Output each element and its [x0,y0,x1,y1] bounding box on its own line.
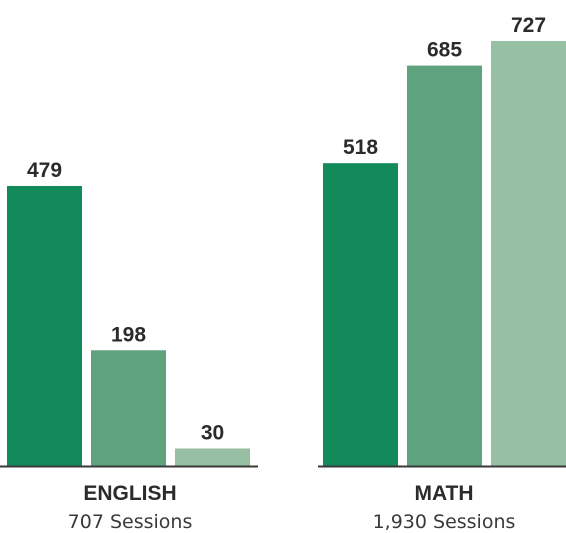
english-bar-3 [175,448,250,466]
math-value-label-1: 518 [343,136,378,159]
math-bar-1 [323,163,398,467]
math-sessions-label: 1,930 Sessions [373,511,516,533]
english-bar-1 [7,185,82,466]
bars-layer [7,41,566,467]
math-value-label-3: 727 [511,14,546,37]
english-sessions-label: 707 Sessions [68,511,193,533]
math-bar-3 [491,41,566,466]
math-value-label-2: 685 [427,39,462,62]
english-value-label-2: 198 [111,323,146,346]
math-category-label: MATH [414,482,473,505]
english-bar-2 [91,350,166,466]
english-value-label-1: 479 [27,159,62,182]
english-category-label: ENGLISH [83,482,176,505]
math-bar-2 [407,65,482,467]
english-value-label-3: 30 [201,421,224,444]
labels-layer: 479 198 30 ENGLISH 707 Sessions 518 685 727 MATH… [27,14,546,533]
